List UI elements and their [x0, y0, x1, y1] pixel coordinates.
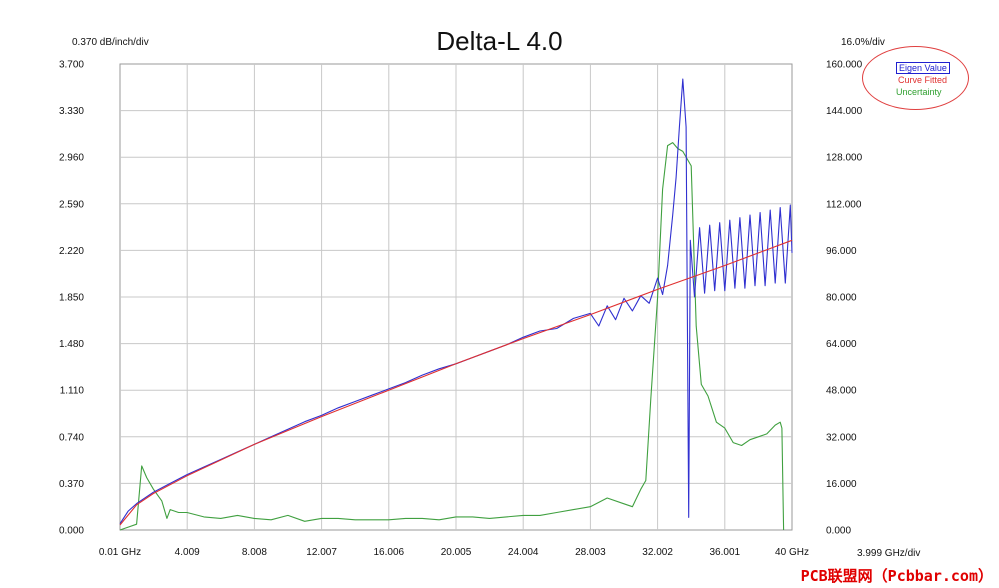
y-left-tick-label: 1.480: [59, 339, 84, 350]
legend-curve-fitted: Curve Fitted: [898, 75, 948, 85]
y-left-tick-label: 2.220: [59, 246, 84, 257]
y-right-tick-label: 128.000: [826, 153, 863, 164]
y-left-tick-label: 2.590: [59, 199, 84, 210]
x-tick-label: 16.006: [374, 547, 405, 558]
y-right-tick-label: 112.000: [826, 199, 862, 210]
series-line-uncertainty: [119, 142, 785, 531]
y-right-tick-label: 64.000: [826, 339, 857, 350]
legend-uncertainty: Uncertainty: [896, 87, 942, 97]
y-left-tick-label: 3.330: [59, 106, 84, 117]
chart-title: Delta-L 4.0: [436, 26, 563, 56]
y-left-tick-label: 0.000: [59, 526, 84, 537]
left-axis-label: 0.370 dB/inch/div: [72, 37, 149, 48]
y-left-tick-label: 2.960: [59, 153, 84, 164]
series-line-curve-fitted: [119, 239, 793, 526]
y-right-tick-label: 160.000: [826, 60, 863, 71]
x-tick-label: 20.005: [441, 547, 472, 558]
y-right-tick-label: 48.000: [826, 386, 857, 397]
tick-labels: 0.000 0.370 0.740 1.110 1.480 1.850 2.220 2.590…: [59, 60, 863, 559]
x-tick-label: 36.001: [710, 547, 741, 558]
y-right-tick-label: 16.000: [826, 479, 857, 490]
watermark: PCB联盟网（Pcbbar.com）: [800, 567, 993, 585]
x-tick-label: 28.003: [575, 547, 606, 558]
x-tick-label: 40 GHz: [775, 547, 809, 558]
y-right-tick-label: 32.000: [826, 432, 857, 443]
series-line-eigen-value: [119, 78, 793, 525]
legend: [862, 46, 969, 110]
legend-eigen-value: Eigen Value: [896, 62, 950, 74]
x-axis-label: 3.999 GHz/div: [857, 548, 921, 559]
x-tick-label: 12.007: [306, 547, 337, 558]
y-left-tick-label: 0.370: [59, 479, 84, 490]
y-right-tick-label: 0.000: [826, 526, 851, 537]
y-right-tick-label: 96.000: [826, 246, 857, 257]
y-right-tick-label: 80.000: [826, 293, 857, 304]
x-tick-label: 0.01 GHz: [99, 547, 141, 558]
x-tick-label: 32.002: [642, 547, 673, 558]
series-layer: [119, 78, 793, 531]
grid: [119, 63, 793, 531]
y-left-tick-label: 1.850: [59, 293, 84, 304]
x-tick-label: 24.004: [508, 547, 539, 558]
y-right-tick-label: 144.000: [826, 106, 863, 117]
y-left-tick-label: 0.740: [59, 432, 84, 443]
y-left-tick-label: 3.700: [59, 60, 84, 71]
y-left-tick-label: 1.110: [60, 386, 85, 397]
x-tick-label: 4.009: [175, 547, 200, 558]
right-axis-label: 16.0%/div: [841, 37, 885, 48]
x-tick-label: 8.008: [242, 547, 267, 558]
